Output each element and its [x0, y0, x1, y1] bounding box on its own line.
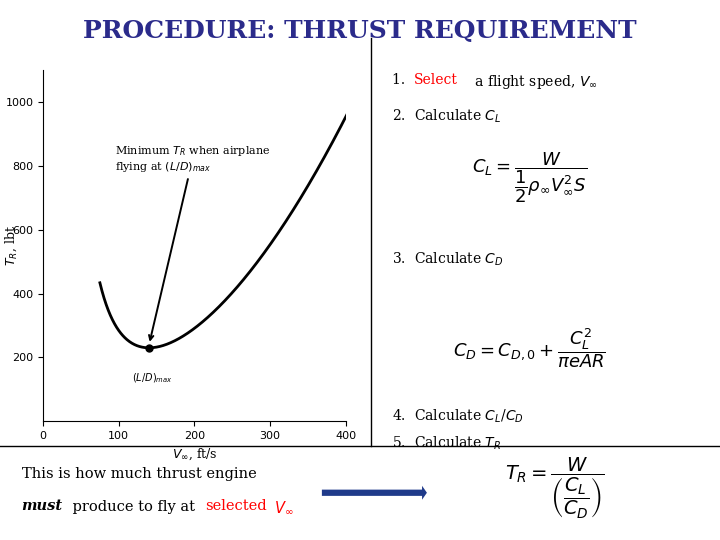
Text: 5.  Calculate $T_R$: 5. Calculate $T_R$ — [392, 435, 502, 452]
Text: 3.  Calculate $C_D$: 3. Calculate $C_D$ — [392, 251, 504, 268]
Text: selected: selected — [205, 500, 267, 514]
Text: $C_D = C_{D,0} + \dfrac{C_L^2}{\pi e AR}$: $C_D = C_{D,0} + \dfrac{C_L^2}{\pi e AR}… — [453, 327, 606, 370]
Text: must: must — [22, 500, 63, 514]
Text: 2.  Calculate $C_L$: 2. Calculate $C_L$ — [392, 108, 502, 125]
Text: $T_R = \dfrac{W}{\left(\dfrac{C_L}{C_D}\right)}$: $T_R = \dfrac{W}{\left(\dfrac{C_L}{C_D}\… — [505, 456, 604, 522]
Text: $C_L = \dfrac{W}{\dfrac{1}{2}\rho_\infty V_\infty^2 S}$: $C_L = \dfrac{W}{\dfrac{1}{2}\rho_\infty… — [472, 151, 587, 206]
Text: Minimum $T_R$ when airplane
flying at $(L/D)_{max}$: Minimum $T_R$ when airplane flying at $(… — [115, 144, 271, 340]
X-axis label: $V_\infty$, ft/s: $V_\infty$, ft/s — [171, 447, 217, 462]
Text: Select: Select — [414, 73, 458, 87]
Text: produce to fly at: produce to fly at — [68, 500, 200, 514]
Text: $V_\infty$: $V_\infty$ — [270, 500, 294, 516]
Text: 4.  Calculate $C_L$/$C_D$: 4. Calculate $C_L$/$C_D$ — [392, 408, 524, 425]
Text: 1.: 1. — [392, 73, 414, 87]
Text: This is how much thrust engine: This is how much thrust engine — [22, 467, 256, 481]
Text: PROCEDURE: THRUST REQUIREMENT: PROCEDURE: THRUST REQUIREMENT — [84, 19, 636, 43]
Text: a flight speed, $V_\infty$: a flight speed, $V_\infty$ — [470, 73, 598, 91]
Text: $T_R$, lbt: $T_R$, lbt — [3, 225, 19, 266]
Text: $(L/D)_{max}$: $(L/D)_{max}$ — [132, 372, 174, 386]
